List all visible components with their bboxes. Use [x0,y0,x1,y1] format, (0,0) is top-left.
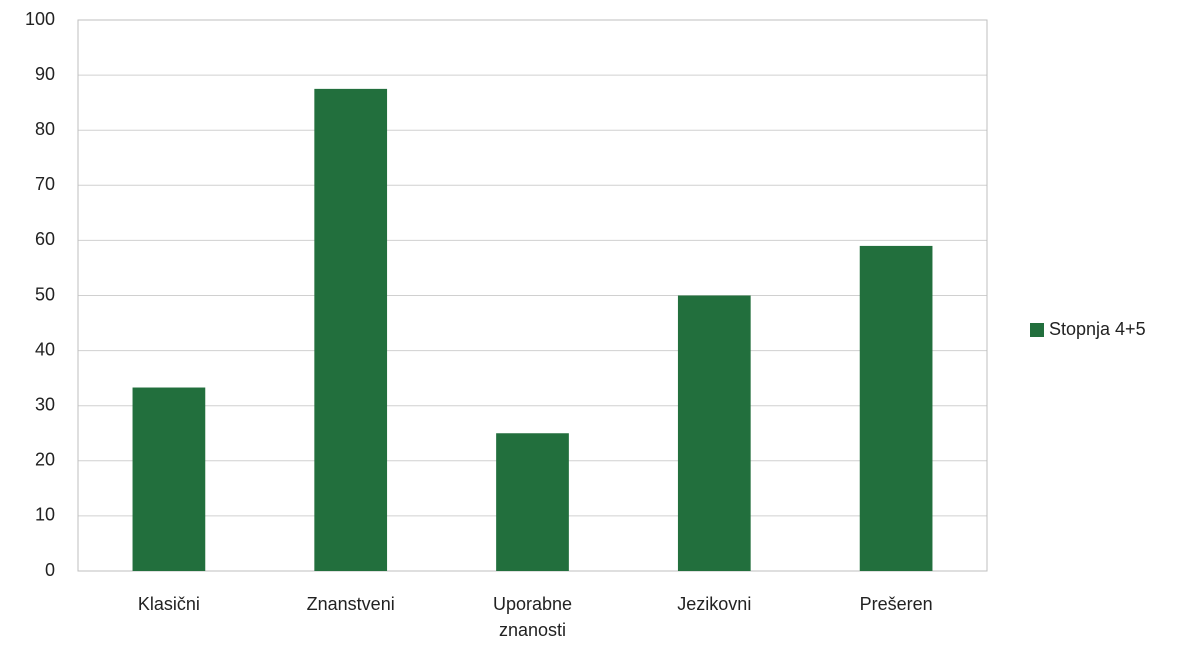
legend-swatch [1030,323,1044,337]
x-tick-label: Prešeren [859,594,933,614]
bar [314,88,388,571]
y-tick-label: 0 [45,560,55,580]
bar [132,387,206,571]
y-tick-label: 70 [35,174,55,194]
y-tick-label: 80 [35,119,55,139]
bar [859,245,933,571]
x-tick-label-box: Klasični [137,594,200,614]
x-tick-label-box: Prešeren [859,594,933,614]
legend-label: Stopnja 4+5 [1049,319,1146,339]
bar [496,433,569,571]
y-tick-label: 40 [35,339,55,359]
y-tick-label: 10 [35,505,55,525]
y-tick-label: 60 [35,229,55,249]
x-tick-label-box: Znanstveni [306,594,395,614]
x-tick-label-box: Jezikovni [677,594,752,614]
x-tick-label: Uporabne znanosti [492,594,573,640]
y-tick-label: 30 [35,394,55,414]
y-tick-label: 50 [35,284,55,304]
y-tick-label: 100 [25,9,55,29]
y-tick-label: 20 [35,450,55,470]
x-tick-label: Jezikovni [677,594,752,614]
y-tick-label: 90 [35,64,55,84]
x-tick-label-box: Uporabne znanosti [492,594,573,640]
bar [677,295,751,571]
x-tick-label: Znanstveni [306,594,395,614]
x-tick-label: Klasični [137,594,200,614]
